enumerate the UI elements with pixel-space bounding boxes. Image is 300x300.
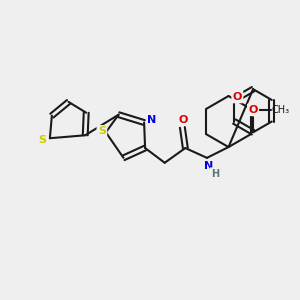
Text: CH₃: CH₃	[272, 105, 290, 115]
Text: N: N	[204, 161, 214, 171]
Text: O: O	[248, 105, 258, 115]
Text: S: S	[38, 135, 46, 145]
Text: S: S	[98, 126, 106, 136]
Text: N: N	[147, 115, 157, 124]
Text: O: O	[233, 92, 242, 102]
Text: O: O	[179, 115, 188, 124]
Text: H: H	[211, 169, 219, 178]
